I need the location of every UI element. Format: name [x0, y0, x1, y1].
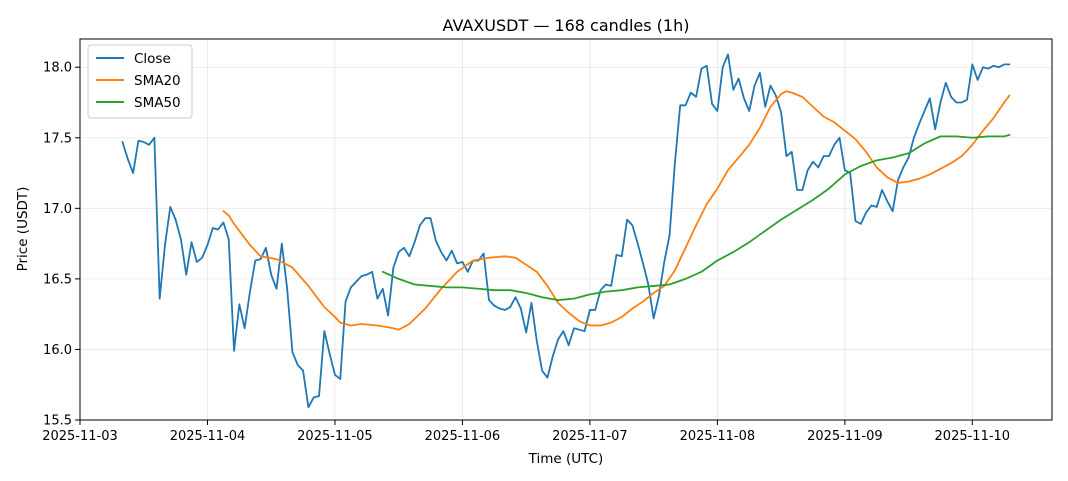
legend-label-sma50: SMA50	[134, 95, 181, 111]
legend-box	[87, 44, 193, 119]
series-line-sma50	[381, 134, 1011, 301]
y-tick-label: 17.5	[43, 131, 72, 146]
legend-label-close: Close	[134, 51, 171, 67]
x-tick-label: 2025-11-10	[935, 429, 1011, 444]
series-line-close	[121, 53, 1011, 409]
x-tick-label: 2025-11-03	[42, 429, 118, 444]
plot-frame	[79, 38, 1053, 421]
x-tick-label: 2025-11-09	[807, 429, 883, 444]
x-tick-label: 2025-11-07	[552, 429, 628, 444]
ticks: 2025-11-03 2025-11-04 2025-11-05 2025-11-06…	[42, 61, 1010, 444]
y-axis-label: Price (USDT)	[15, 187, 31, 272]
x-tick-label: 2025-11-05	[297, 429, 373, 444]
chart-title: AVAXUSDT — 168 candles (1h)	[443, 16, 690, 35]
y-tick-label: 18.0	[43, 61, 72, 76]
x-tick-label: 2025-11-08	[680, 429, 756, 444]
x-tick-label: 2025-11-04	[170, 429, 246, 444]
y-tick-label: 16.0	[43, 343, 72, 358]
y-tick-label: 17.0	[43, 202, 72, 217]
legend-label-sma20: SMA20	[134, 73, 181, 89]
x-axis-label: Time (UTC)	[528, 451, 604, 467]
legend: Close SMA20 SMA50	[87, 44, 193, 119]
series-layer	[121, 53, 1011, 409]
x-tick-label: 2025-11-06	[425, 429, 501, 444]
y-tick-label: 15.5	[43, 414, 72, 429]
y-tick-label: 16.5	[43, 272, 72, 287]
series-line-sma20	[222, 90, 1011, 331]
